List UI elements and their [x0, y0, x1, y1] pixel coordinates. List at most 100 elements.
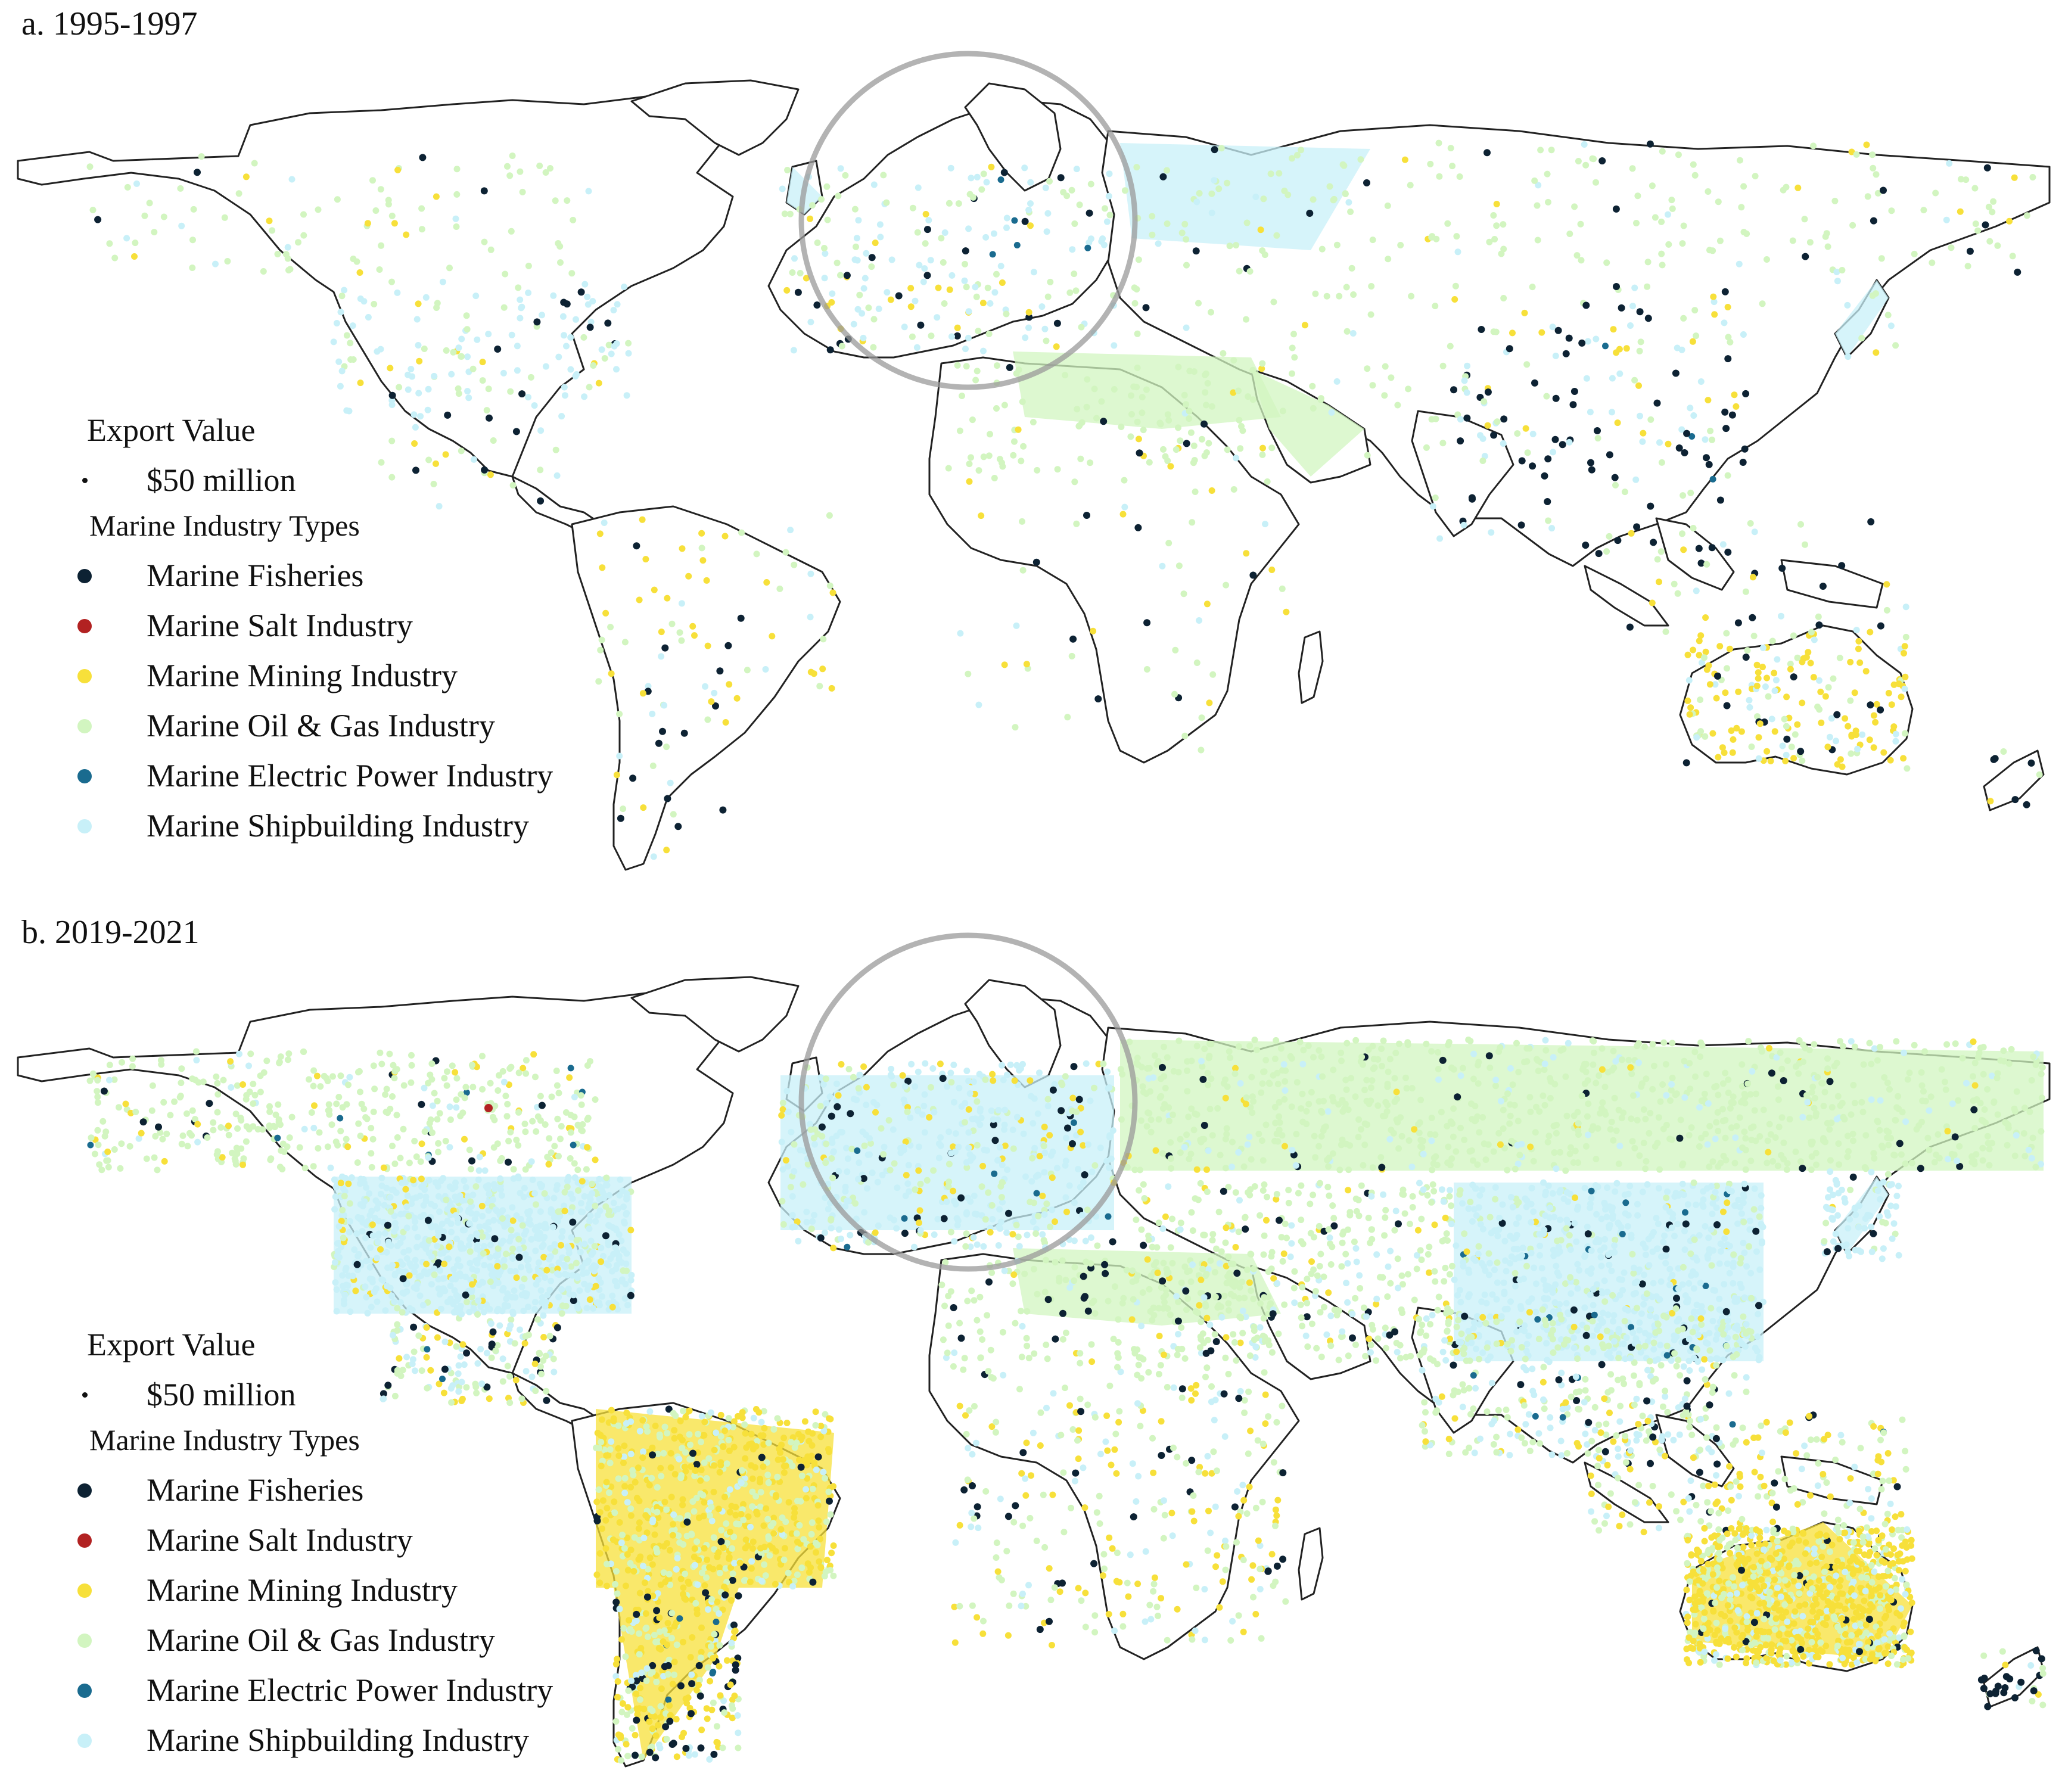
industry-dot — [553, 1214, 561, 1221]
industry-dot — [821, 275, 828, 282]
industry-dot — [598, 1293, 605, 1300]
industry-dot — [584, 1144, 590, 1151]
industry-dot — [1719, 744, 1726, 751]
industry-dot — [1810, 142, 1817, 150]
industry-dot — [486, 414, 493, 422]
industry-dot — [389, 1262, 396, 1269]
industry-dot — [561, 1189, 568, 1196]
industry-dot — [922, 1060, 929, 1067]
industry-dot — [1196, 617, 1203, 624]
industry-dot — [1463, 389, 1470, 396]
industry-dot — [856, 291, 863, 298]
industry-dot — [926, 1114, 933, 1121]
industry-dot — [1208, 309, 1214, 316]
industry-dot — [1858, 335, 1865, 342]
industry-dot — [443, 347, 450, 354]
industry-dot — [698, 1439, 704, 1445]
industry-dot — [912, 1186, 919, 1193]
industry-dot — [1087, 235, 1094, 242]
industry-dot — [1470, 1075, 1477, 1082]
industry-dot — [678, 637, 685, 644]
industry-dot — [1177, 437, 1184, 444]
industry-dot — [1705, 397, 1712, 404]
industry-dot — [894, 1184, 901, 1191]
industry-dot — [1248, 1156, 1255, 1163]
industry-dot — [811, 1126, 819, 1133]
industry-dot — [416, 357, 423, 365]
industry-dot — [1217, 1152, 1224, 1159]
industry-dot — [1339, 161, 1346, 168]
industry-dot — [623, 1267, 630, 1274]
industry-dot — [339, 1104, 346, 1111]
industry-dot — [155, 1123, 162, 1131]
industry-dot — [610, 1199, 617, 1206]
industry-dot — [385, 201, 392, 208]
industry-dot — [570, 216, 577, 223]
industry-dot — [963, 284, 970, 291]
industry-dot — [388, 474, 396, 481]
industry-dot — [210, 1127, 217, 1134]
industry-dot — [518, 304, 525, 312]
industry-dot — [471, 1215, 478, 1222]
industry-dot — [636, 1427, 643, 1435]
industry-dot — [761, 1561, 768, 1568]
industry-dot — [1016, 1243, 1023, 1250]
industry-dot — [509, 153, 516, 159]
industry-dot — [587, 1212, 594, 1219]
industry-dot — [757, 1476, 764, 1483]
industry-dot — [1500, 221, 1507, 228]
industry-dot — [1734, 619, 1742, 627]
industry-dot — [1305, 1100, 1313, 1107]
industry-dot — [614, 301, 621, 308]
industry-dot — [1111, 386, 1118, 393]
industry-dot — [212, 260, 219, 267]
industry-dot — [1665, 211, 1671, 218]
industry-dot — [1732, 1134, 1739, 1141]
industry-dot — [605, 1242, 612, 1249]
industry-dot — [515, 1142, 522, 1149]
industry-dot — [912, 297, 919, 304]
industry-dot — [1143, 1090, 1150, 1097]
fisheries-dot-icon — [77, 569, 92, 583]
industry-dot — [1027, 1199, 1034, 1206]
industry-dot — [592, 1156, 599, 1163]
industry-dot — [632, 1732, 639, 1738]
industry-dot — [1834, 1093, 1842, 1100]
industry-dot — [738, 1511, 745, 1518]
industry-dot — [1634, 1116, 1641, 1124]
industry-dot — [1479, 458, 1486, 464]
industry-dot — [450, 349, 457, 356]
industry-dot — [163, 1130, 170, 1137]
industry-dot — [478, 1202, 486, 1209]
industry-dot — [1986, 238, 1993, 245]
industry-dot — [1730, 1093, 1737, 1100]
industry-dot — [914, 229, 921, 236]
industry-dot — [957, 630, 964, 637]
industry-dot — [865, 304, 872, 312]
industry-dot — [555, 353, 562, 360]
industry-dot — [338, 1218, 345, 1225]
industry-dot — [1208, 190, 1215, 197]
industry-dot — [1686, 1060, 1693, 1067]
industry-dot — [955, 1143, 962, 1150]
industry-dot — [494, 1263, 501, 1270]
industry-dot — [636, 596, 643, 603]
industry-dot — [276, 1163, 284, 1171]
industry-dot — [132, 1109, 139, 1115]
industry-dot — [980, 1243, 987, 1250]
industry-dot — [369, 1278, 376, 1286]
industry-dot — [472, 1257, 479, 1264]
industry-dot — [632, 1479, 639, 1486]
industry-dot — [1349, 330, 1357, 337]
industry-dot — [1537, 147, 1544, 154]
industry-dot — [657, 1645, 664, 1653]
industry-dot — [870, 181, 878, 188]
industry-dot — [1594, 427, 1601, 434]
industry-dot — [1246, 1133, 1253, 1140]
industry-dot — [585, 188, 592, 195]
industry-dot — [1482, 1156, 1489, 1163]
industry-dot — [1105, 192, 1112, 200]
industry-dot — [251, 1091, 259, 1099]
industry-dot — [300, 232, 307, 239]
industry-dot — [1203, 449, 1210, 456]
